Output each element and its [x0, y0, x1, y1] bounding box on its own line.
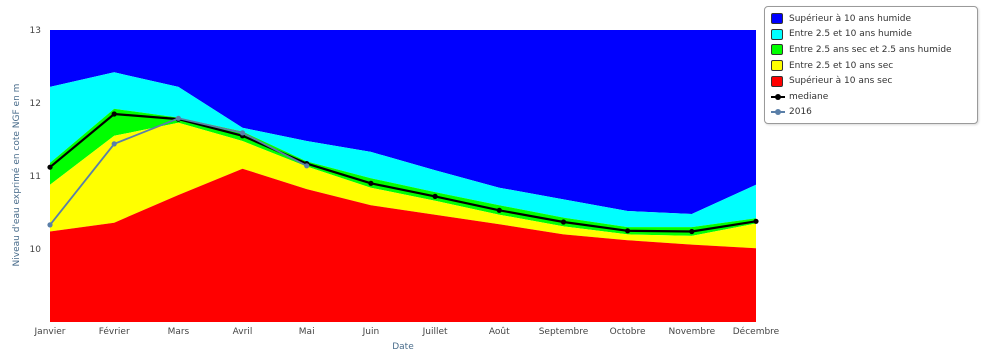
legend-label-series-0: mediane: [789, 91, 829, 102]
x-tick-label-10: Novembre: [668, 327, 715, 337]
band-area-1: [50, 72, 756, 228]
band-area-2: [50, 108, 756, 236]
legend-swatch-band-4: [771, 75, 783, 87]
series-0-point-11[interactable]: [753, 218, 759, 224]
y-tick-label-1: 11: [30, 172, 41, 182]
legend-label-band-4: Supérieur à 10 ans sec: [789, 76, 893, 87]
legend-marker-series-0: [771, 93, 785, 101]
area-bands: [50, 30, 756, 322]
series-0-point-0[interactable]: [47, 164, 53, 170]
legend-swatch-band-3: [771, 60, 783, 72]
legend-label-band-0: Supérieur à 10 ans humide: [789, 13, 912, 24]
series-1-point-3[interactable]: [239, 130, 246, 136]
legend-item-band-1[interactable]: Entre 2.5 et 10 ans humide: [771, 27, 971, 43]
series-0-point-1[interactable]: [111, 111, 117, 117]
series-1-point-0[interactable]: [47, 222, 53, 228]
legend-swatch-band-1: [771, 28, 783, 40]
legend-label-band-1: Entre 2.5 et 10 ans humide: [789, 29, 912, 40]
y-tick-label-0: 10: [30, 245, 42, 255]
x-tick-label-5: Juin: [362, 327, 380, 337]
x-tick-label-6: Juillet: [422, 327, 448, 337]
series-0-point-10[interactable]: [689, 228, 695, 235]
x-tick-label-4: Mai: [299, 327, 315, 337]
lines-layer: [47, 111, 759, 235]
series-0-point-6[interactable]: [432, 193, 438, 199]
legend-item-band-0[interactable]: Supérieur à 10 ans humide: [771, 11, 971, 27]
x-tick-label-11: Décembre: [733, 326, 780, 337]
x-tick-label-7: Août: [489, 327, 510, 337]
x-tick-label-3: Avril: [233, 327, 253, 337]
x-tick-label-1: Février: [99, 326, 130, 337]
legend-item-series-1[interactable]: 2016: [771, 105, 971, 121]
y-tick-label-2: 12: [30, 99, 41, 109]
legend-item-band-2[interactable]: Entre 2.5 ans sec et 2.5 ans humide: [771, 42, 971, 58]
x-axis-title: Date: [392, 342, 414, 352]
series-line-0: [49, 112, 757, 233]
x-tick-label-0: Janvier: [34, 327, 66, 337]
series-0-point-9[interactable]: [625, 228, 631, 234]
series-0-point-5[interactable]: [368, 180, 374, 186]
legend-label-band-2: Entre 2.5 ans sec et 2.5 ans humide: [789, 44, 952, 55]
legend-swatch-band-2: [771, 44, 783, 56]
band-area-0: [50, 30, 756, 214]
x-tick-label-8: Septembre: [539, 327, 589, 337]
band-area-4: [50, 168, 756, 322]
legend-marker-series-1: [771, 108, 785, 116]
legend-label-band-3: Entre 2.5 et 10 ans sec: [789, 60, 894, 71]
band-area-3: [50, 122, 756, 249]
y-axis-title: Niveau d'eau exprimé en cote NGF en m: [11, 84, 22, 267]
legend-swatch-band-0: [771, 13, 783, 25]
x-tick-label-9: Octobre: [610, 327, 646, 337]
y-axis-ticks: 10 11 12 13: [30, 26, 42, 255]
y-tick-label-3: 13: [30, 26, 41, 36]
x-axis-ticks: Janvier Février Mars Avril Mai Juin Juillet Aoû…: [34, 326, 780, 337]
series-1-point-2[interactable]: [175, 115, 181, 121]
legend: Supérieur à 10 ans humide Entre 2.5 et 1…: [764, 6, 978, 124]
x-tick-label-2: Mars: [168, 327, 190, 337]
series-0-point-8[interactable]: [560, 219, 567, 225]
series-0-point-7[interactable]: [496, 207, 502, 213]
legend-label-series-1: 2016: [789, 107, 812, 118]
legend-item-band-4[interactable]: Supérieur à 10 ans sec: [771, 73, 971, 89]
series-1-point-4[interactable]: [304, 163, 310, 169]
legend-item-band-3[interactable]: Entre 2.5 et 10 ans sec: [771, 58, 971, 74]
legend-item-series-0[interactable]: mediane: [771, 89, 971, 105]
series-1-point-1[interactable]: [111, 141, 117, 147]
